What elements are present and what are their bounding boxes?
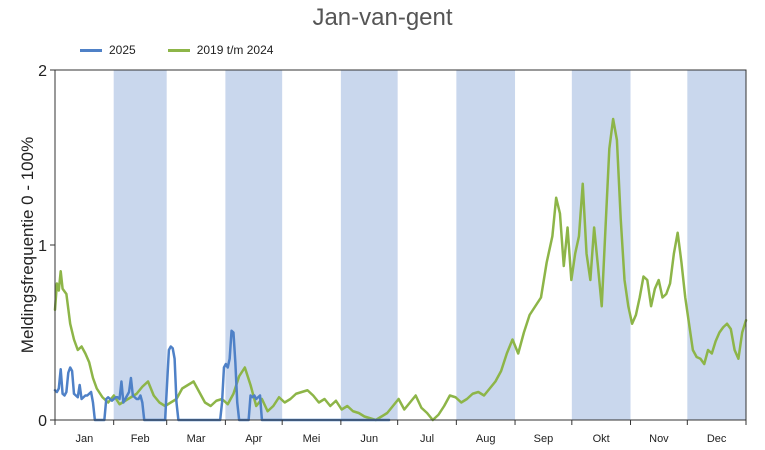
x-tick-label-sep: Sep — [534, 433, 554, 445]
x-tick-label-dec: Dec — [707, 433, 727, 445]
chart-title: Jan-van-gent — [312, 4, 453, 31]
legend-swatch-2019-2024 — [167, 48, 190, 52]
y-tick-label: 2 — [38, 63, 47, 80]
legend: 2025 2019 t/m 2024 — [80, 43, 273, 57]
x-tick-label-jun: Jun — [360, 433, 378, 445]
series-line-2025 — [53, 329, 391, 422]
x-tick-label-aug: Aug — [476, 433, 496, 445]
x-tick-label-apr: Apr — [245, 433, 262, 445]
month-band-apr — [225, 70, 283, 420]
x-tick-label-mei: Mei — [303, 433, 321, 445]
x-tick-label-nov: Nov — [649, 433, 669, 445]
y-tick-label: 0 — [38, 413, 47, 430]
legend-label-2025: 2025 — [109, 43, 136, 57]
y-axis-label: Meldingsfrequentie 0 - 100% — [18, 137, 37, 353]
month-shading-layer — [113, 70, 746, 420]
legend-label-2019-2024: 2019 t/m 2024 — [196, 43, 274, 57]
x-tick-label-jul: Jul — [420, 433, 434, 445]
month-band-dec — [687, 70, 746, 420]
y-tick-layer: 0 1 2 — [38, 63, 55, 430]
legend-swatch-2025 — [80, 48, 102, 52]
x-tick-label-okt: Okt — [593, 433, 610, 445]
y-tick-label: 1 — [38, 238, 47, 255]
x-tick-label-jan: Jan — [75, 433, 93, 445]
x-tick-label-feb: Feb — [131, 433, 150, 445]
month-band-jun — [340, 70, 398, 420]
month-band-aug — [456, 70, 516, 420]
month-band-okt — [571, 70, 631, 420]
x-tick-layer: Jan Feb Mar Apr Mei Jun Jul Aug Sep Okt Nov Dec — [54, 420, 747, 445]
month-band-feb — [113, 70, 167, 420]
legend-entry-2019-2024: 2019 t/m 2024 — [167, 43, 274, 57]
x-tick-label-mar: Mar — [187, 433, 206, 445]
legend-entry-2025: 2025 — [80, 43, 136, 57]
